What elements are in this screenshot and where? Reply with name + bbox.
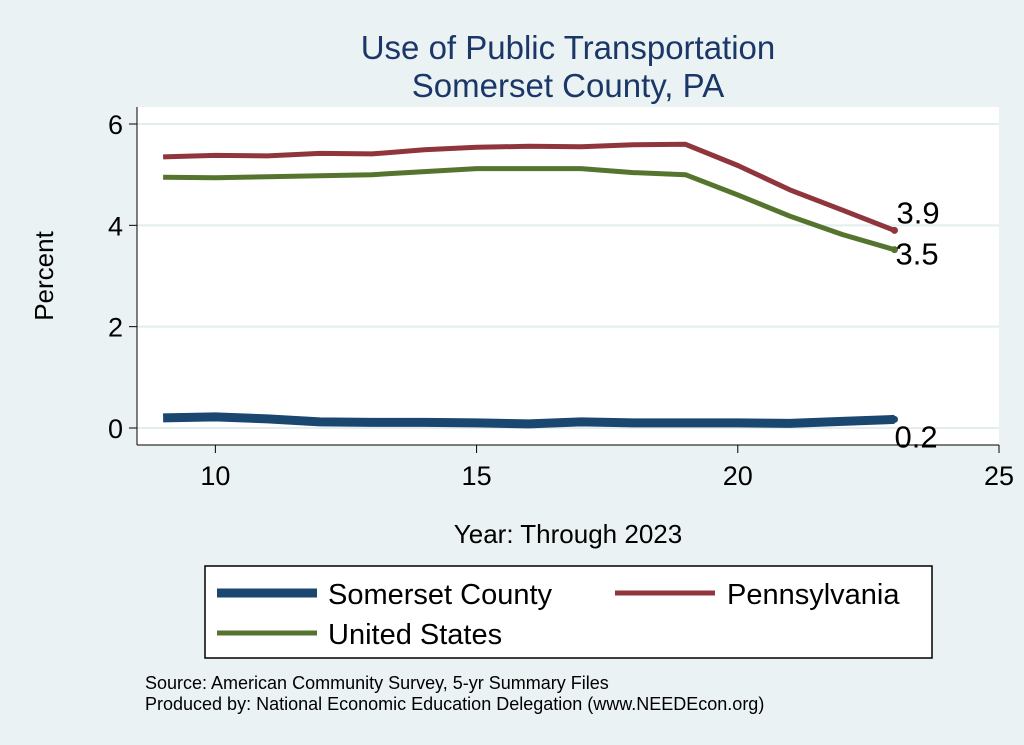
x-tick-label-10: 10 <box>200 461 230 491</box>
source-note: Source: American Community Survey, 5-yr … <box>145 673 609 693</box>
legend-label-united-states: United States <box>328 619 502 651</box>
x-tick-label-25: 25 <box>984 461 1014 491</box>
axes: 0 2 4 6 10 15 20 25 <box>108 107 1014 491</box>
chart-title-line-2: Somerset County, PA <box>412 67 724 104</box>
legend-label-pennsylvania: Pennsylvania <box>727 579 900 611</box>
y-tick-label-6: 6 <box>108 110 123 140</box>
series-line-pennsylvania <box>163 141 896 233</box>
end-label-pennsylvania: 3.9 <box>897 195 940 230</box>
plot-area <box>137 107 999 445</box>
gridlines <box>137 123 999 429</box>
series-end-point-pennsylvania <box>891 226 899 234</box>
series-layer <box>163 141 899 429</box>
x-tick-label-15: 15 <box>462 461 492 491</box>
x-tick-label-20: 20 <box>723 461 753 491</box>
legend-label-somerset-county: Somerset County <box>328 579 553 611</box>
end-label-somerset-county: 0.2 <box>895 419 938 454</box>
series-line-somerset-county <box>163 412 895 429</box>
series-end-point-united-states <box>891 246 899 254</box>
legend-box <box>204 565 933 659</box>
series-line-united-states <box>163 166 896 253</box>
producer-note: Produced by: National Economic Education… <box>145 694 764 714</box>
end-labels: 0.2 3.9 3.5 <box>895 195 940 454</box>
legend: Somerset County Pennsylvania United Stat… <box>204 565 933 659</box>
chart-title-line-1: Use of Public Transportation <box>361 29 776 66</box>
series-end-point-somerset-county <box>891 415 899 423</box>
x-axis-title: Year: Through 2023 <box>454 519 682 549</box>
end-label-united-states: 3.5 <box>896 237 939 272</box>
y-tick-label-2: 2 <box>108 313 123 343</box>
y-axis-title: Percent <box>29 230 59 320</box>
y-tick-label-0: 0 <box>108 414 123 444</box>
y-tick-label-4: 4 <box>108 211 123 241</box>
